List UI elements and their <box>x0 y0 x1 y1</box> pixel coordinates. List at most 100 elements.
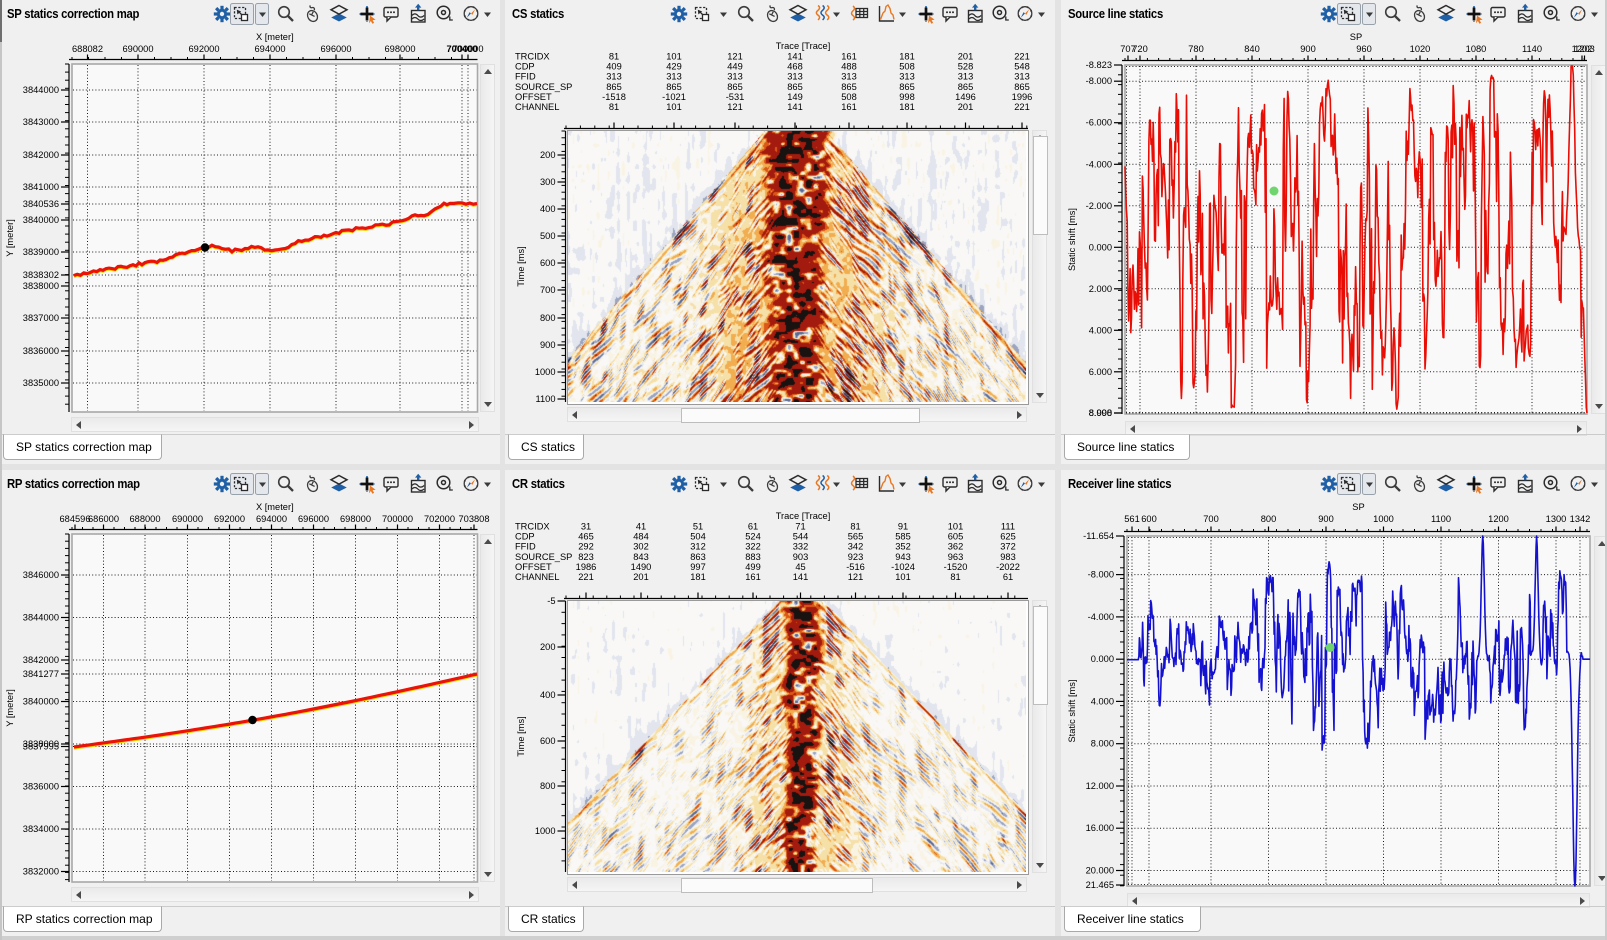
svg-text:8.000: 8.000 <box>1091 739 1114 749</box>
svg-text:X [meter]: X [meter] <box>256 502 294 512</box>
svg-text:565: 565 <box>848 532 864 542</box>
svg-text:SOURCE_SP: SOURCE_SP <box>515 552 572 562</box>
svg-text:181: 181 <box>690 572 706 582</box>
svg-text:101: 101 <box>666 52 682 62</box>
svg-text:1000: 1000 <box>1373 514 1394 524</box>
svg-text:605: 605 <box>948 532 964 542</box>
svg-text:903: 903 <box>793 552 809 562</box>
svg-text:-11.654: -11.654 <box>1083 531 1114 541</box>
svg-text:3843000: 3843000 <box>23 117 59 127</box>
svg-text:3835000: 3835000 <box>23 378 59 388</box>
svg-text:91: 91 <box>898 522 908 532</box>
svg-text:201: 201 <box>958 102 974 112</box>
svg-text:997: 997 <box>690 562 706 572</box>
svg-text:121: 121 <box>727 102 743 112</box>
svg-text:3834000: 3834000 <box>23 824 59 834</box>
svg-text:3840000: 3840000 <box>23 697 59 707</box>
svg-text:101: 101 <box>948 522 964 532</box>
svg-text:698000: 698000 <box>340 514 371 524</box>
svg-text:CDP: CDP <box>515 62 535 72</box>
svg-text:700000: 700000 <box>382 514 413 524</box>
svg-text:313: 313 <box>727 72 743 82</box>
svg-text:720: 720 <box>1132 44 1148 54</box>
svg-text:FFID: FFID <box>515 72 536 82</box>
svg-text:1986: 1986 <box>576 562 597 572</box>
svg-text:700400: 700400 <box>446 44 477 54</box>
svg-text:702000: 702000 <box>424 514 455 524</box>
svg-text:698000: 698000 <box>384 44 415 54</box>
svg-text:1100: 1100 <box>1431 514 1451 524</box>
svg-text:201: 201 <box>633 572 649 582</box>
svg-text:81: 81 <box>950 572 960 582</box>
svg-text:625: 625 <box>1000 532 1016 542</box>
svg-text:45: 45 <box>795 562 805 572</box>
svg-text:707: 707 <box>1120 44 1136 54</box>
svg-text:3842000: 3842000 <box>23 655 59 665</box>
svg-text:692000: 692000 <box>188 44 219 54</box>
svg-text:-1024: -1024 <box>891 562 915 572</box>
svg-text:322: 322 <box>745 542 761 552</box>
svg-text:4.000: 4.000 <box>1091 696 1114 706</box>
svg-text:200: 200 <box>540 150 556 160</box>
svg-text:-2.000: -2.000 <box>1086 201 1112 211</box>
svg-text:-516: -516 <box>846 562 865 572</box>
svg-text:943: 943 <box>895 552 911 562</box>
svg-text:684596: 684596 <box>59 514 90 524</box>
svg-text:1000: 1000 <box>535 367 556 377</box>
svg-text:800: 800 <box>540 313 556 323</box>
svg-text:31: 31 <box>581 522 591 532</box>
svg-text:372: 372 <box>1000 542 1016 552</box>
svg-text:TRCIDX: TRCIDX <box>515 522 550 532</box>
svg-text:696000: 696000 <box>320 44 351 54</box>
svg-text:111: 111 <box>1001 522 1015 532</box>
svg-text:1080: 1080 <box>1466 44 1487 54</box>
svg-text:20.000: 20.000 <box>1086 866 1114 876</box>
svg-text:3844000: 3844000 <box>23 85 59 95</box>
svg-text:313: 313 <box>958 72 974 82</box>
svg-text:Trace [Trace]: Trace [Trace] <box>776 511 831 521</box>
svg-text:3841000: 3841000 <box>23 182 59 192</box>
svg-text:963: 963 <box>948 552 964 562</box>
svg-text:-531: -531 <box>726 92 745 102</box>
svg-text:1342: 1342 <box>1570 514 1591 524</box>
svg-text:1203: 1203 <box>1574 44 1595 54</box>
svg-text:-5: -5 <box>547 596 555 606</box>
svg-text:900: 900 <box>540 340 556 350</box>
svg-text:3844000: 3844000 <box>23 613 59 623</box>
svg-text:694000: 694000 <box>256 514 287 524</box>
svg-text:688000: 688000 <box>129 514 160 524</box>
svg-text:508: 508 <box>841 92 857 102</box>
svg-text:149: 149 <box>787 92 803 102</box>
svg-text:700: 700 <box>1203 514 1219 524</box>
svg-text:1140: 1140 <box>1522 44 1542 54</box>
svg-text:1200: 1200 <box>1488 514 1509 524</box>
svg-text:449: 449 <box>727 62 743 72</box>
svg-text:161: 161 <box>841 52 857 62</box>
svg-text:688082: 688082 <box>72 44 103 54</box>
svg-text:8.000: 8.000 <box>1089 408 1112 418</box>
svg-text:SOURCE_SP: SOURCE_SP <box>515 82 572 92</box>
svg-text:-4.000: -4.000 <box>1086 159 1112 169</box>
svg-text:313: 313 <box>787 72 803 82</box>
svg-text:900: 900 <box>1318 514 1334 524</box>
svg-text:3840536: 3840536 <box>23 199 59 209</box>
svg-text:692000: 692000 <box>214 514 245 524</box>
svg-text:8.998: 8.998 <box>1089 408 1112 418</box>
svg-text:Y [meter]: Y [meter] <box>5 219 15 257</box>
svg-text:3838000: 3838000 <box>23 739 59 749</box>
svg-text:488: 488 <box>841 62 857 72</box>
svg-text:OFFSET: OFFSET <box>515 562 552 572</box>
svg-text:900: 900 <box>1300 44 1316 54</box>
svg-text:101: 101 <box>895 572 911 582</box>
svg-text:429: 429 <box>666 62 682 72</box>
svg-text:161: 161 <box>841 102 857 112</box>
svg-text:352: 352 <box>895 542 911 552</box>
svg-text:3832000: 3832000 <box>23 867 59 877</box>
svg-text:-8.823: -8.823 <box>1086 60 1112 70</box>
svg-text:Time [ms]: Time [ms] <box>516 246 526 286</box>
svg-text:800: 800 <box>540 781 556 791</box>
svg-text:1490: 1490 <box>631 562 652 572</box>
svg-text:Static shift [ms]: Static shift [ms] <box>1067 208 1077 271</box>
svg-text:201: 201 <box>958 52 974 62</box>
svg-text:690000: 690000 <box>122 44 153 54</box>
